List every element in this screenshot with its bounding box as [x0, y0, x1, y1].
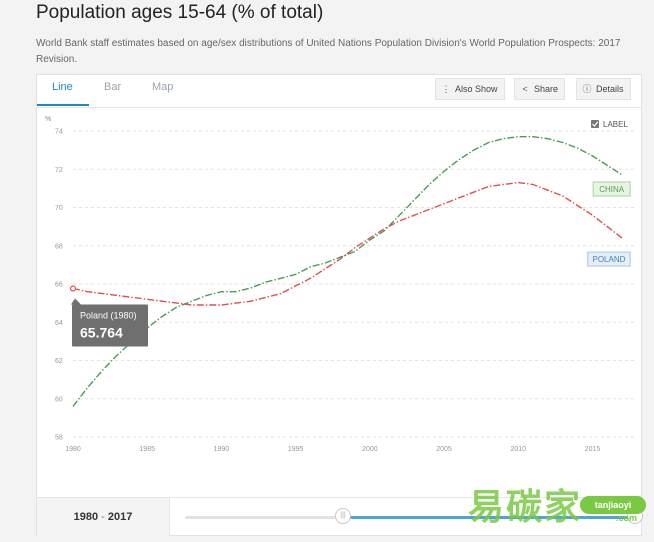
range-footer: 1980 - 2017 ||| — [37, 497, 643, 536]
checkmark-icon — [592, 121, 599, 127]
chart-panel: Line Bar Map ⋮ Also Show < Share ⓘ Details … — [36, 74, 643, 536]
x-tick-label: 1985 — [139, 446, 155, 453]
x-tick-label: 1995 — [288, 446, 304, 453]
x-tick-label: 1980 — [65, 446, 81, 453]
x-tick-label: 2005 — [436, 446, 452, 453]
line-chart: % 58 60 62 64 66 68 70 72 74 1980 1985 1990 1995 2000 2… — [45, 116, 637, 453]
y-tick-label: 64 — [55, 320, 63, 327]
details-label: Details — [596, 84, 624, 94]
label-toggle-text: LABEL — [603, 120, 628, 129]
y-axis-unit: % — [45, 116, 51, 123]
watermark-logo-text: 易碳家 — [468, 486, 583, 527]
info-icon: ⓘ — [582, 84, 592, 94]
tooltip-pointer — [71, 298, 81, 305]
active-tab-indicator — [37, 104, 89, 106]
page-subtitle: World Bank staff estimates based on age/… — [36, 38, 621, 65]
tooltip-title: Poland (1980) — [80, 311, 137, 321]
tab-bar[interactable]: Bar — [104, 81, 122, 93]
range-slider-fill — [344, 516, 635, 519]
x-tick-label: 2000 — [362, 446, 378, 453]
x-tick-label: 2010 — [510, 446, 526, 453]
tooltip-box — [72, 304, 148, 347]
range-start: 1980 — [73, 511, 99, 523]
range-separator: - — [101, 511, 105, 523]
chart-tabs: Line Bar Map ⋮ Also Show < Share ⓘ Details — [37, 75, 641, 108]
range-slider-handle-start[interactable]: ||| — [335, 508, 351, 524]
y-tick-label: 74 — [55, 129, 63, 136]
more-vertical-icon: ⋮ — [441, 84, 451, 94]
series-line-poland — [72, 181, 623, 306]
page-title: Population ages 15-64 (% of total) — [36, 2, 324, 23]
share-label: Share — [534, 84, 559, 94]
series-end-label: CHINA — [599, 185, 625, 194]
x-tick-label: 2015 — [585, 446, 601, 453]
y-tick-label: 58 — [55, 435, 63, 442]
label-checkbox[interactable] — [591, 120, 599, 128]
y-tick-label: 66 — [55, 282, 63, 289]
highlighted-data-point[interactable] — [69, 285, 77, 292]
share-button[interactable]: < Share — [514, 78, 566, 100]
also-show-label: Also Show — [455, 84, 498, 94]
series-end-label: POLAND — [593, 255, 626, 264]
tab-map[interactable]: Map — [152, 81, 174, 93]
tab-line[interactable]: Line — [52, 81, 73, 93]
details-button[interactable]: ⓘ Details — [576, 78, 631, 100]
tooltip-value: 65.764 — [80, 325, 123, 341]
y-tick-label: 62 — [55, 358, 63, 365]
y-tick-label: 60 — [55, 396, 63, 403]
watermark-url-suffix: .com — [616, 513, 638, 523]
year-range: 1980 - 2017 — [37, 498, 170, 536]
range-end: 2017 — [107, 511, 133, 523]
also-show-button[interactable]: ⋮ Also Show — [435, 78, 505, 100]
y-tick-label: 70 — [55, 205, 63, 212]
series-end-label-box — [592, 181, 631, 197]
series-line-china — [72, 136, 623, 407]
y-tick-label: 68 — [55, 243, 63, 250]
series-end-label-box — [587, 251, 631, 267]
share-icon: < — [522, 84, 528, 94]
x-tick-label: 1990 — [214, 446, 230, 453]
watermark-url-badge: tanjiaoyi — [580, 496, 646, 514]
y-tick-label: 72 — [55, 167, 63, 174]
